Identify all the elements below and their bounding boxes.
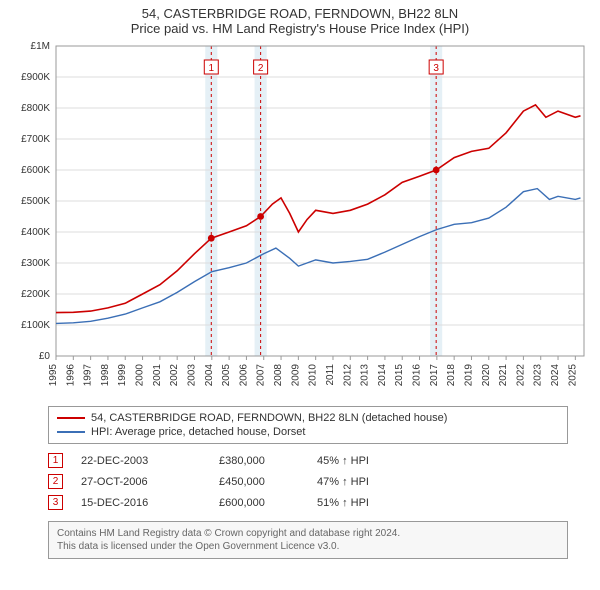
- svg-text:2010: 2010: [308, 364, 319, 387]
- svg-text:2001: 2001: [152, 364, 163, 387]
- svg-text:2023: 2023: [533, 364, 544, 387]
- legend-label: HPI: Average price, detached house, Dors…: [91, 426, 305, 438]
- svg-text:£600K: £600K: [21, 165, 50, 176]
- footer-line2: This data is licensed under the Open Gov…: [57, 540, 559, 553]
- svg-text:2016: 2016: [412, 364, 423, 387]
- svg-text:2024: 2024: [550, 364, 561, 387]
- svg-text:£800K: £800K: [21, 103, 50, 114]
- svg-text:2003: 2003: [186, 364, 197, 387]
- svg-text:£400K: £400K: [21, 227, 50, 238]
- legend-row: 54, CASTERBRIDGE ROAD, FERNDOWN, BH22 8L…: [57, 411, 559, 425]
- svg-text:2: 2: [258, 63, 264, 74]
- event-date: 15-DEC-2016: [81, 497, 201, 509]
- svg-text:2013: 2013: [360, 364, 371, 387]
- svg-text:2006: 2006: [238, 364, 249, 387]
- svg-text:£900K: £900K: [21, 72, 50, 83]
- event-row: 3 15-DEC-2016 £600,000 51% ↑ HPI: [48, 492, 568, 513]
- svg-text:2005: 2005: [221, 364, 232, 387]
- svg-text:2025: 2025: [567, 364, 578, 387]
- svg-text:2011: 2011: [325, 364, 336, 386]
- legend-row: HPI: Average price, detached house, Dors…: [57, 425, 559, 439]
- svg-text:2021: 2021: [498, 364, 509, 387]
- events-table: 1 22-DEC-2003 £380,000 45% ↑ HPI 2 27-OCT-200…: [48, 450, 568, 513]
- event-price: £380,000: [219, 455, 299, 467]
- title-subtitle: Price paid vs. HM Land Registry's House …: [8, 21, 592, 36]
- svg-text:3: 3: [433, 63, 439, 74]
- title-block: 54, CASTERBRIDGE ROAD, FERNDOWN, BH22 8L…: [8, 6, 592, 36]
- svg-text:2012: 2012: [342, 364, 353, 387]
- footer-line1: Contains HM Land Registry data © Crown c…: [57, 527, 559, 540]
- svg-text:£500K: £500K: [21, 196, 50, 207]
- svg-text:2020: 2020: [481, 364, 492, 387]
- event-badge: 2: [48, 474, 63, 489]
- svg-text:2019: 2019: [463, 364, 474, 387]
- svg-text:2018: 2018: [446, 364, 457, 387]
- svg-text:£100K: £100K: [21, 320, 50, 331]
- svg-text:£1M: £1M: [31, 41, 50, 52]
- legend: 54, CASTERBRIDGE ROAD, FERNDOWN, BH22 8L…: [48, 406, 568, 444]
- svg-text:2009: 2009: [290, 364, 301, 387]
- chart-container: 54, CASTERBRIDGE ROAD, FERNDOWN, BH22 8L…: [0, 0, 600, 590]
- event-delta: 45% ↑ HPI: [317, 455, 369, 467]
- svg-text:2007: 2007: [256, 364, 267, 387]
- event-delta: 47% ↑ HPI: [317, 476, 369, 488]
- legend-label: 54, CASTERBRIDGE ROAD, FERNDOWN, BH22 8L…: [91, 412, 447, 424]
- event-price: £600,000: [219, 497, 299, 509]
- svg-text:1995: 1995: [48, 364, 59, 387]
- footer-attribution: Contains HM Land Registry data © Crown c…: [48, 521, 568, 559]
- svg-text:2015: 2015: [394, 364, 405, 387]
- svg-text:1: 1: [209, 63, 215, 74]
- svg-text:£300K: £300K: [21, 258, 50, 269]
- svg-text:2002: 2002: [169, 364, 180, 387]
- title-address: 54, CASTERBRIDGE ROAD, FERNDOWN, BH22 8L…: [8, 6, 592, 21]
- event-delta: 51% ↑ HPI: [317, 497, 369, 509]
- svg-text:2017: 2017: [429, 364, 440, 387]
- event-date: 22-DEC-2003: [81, 455, 201, 467]
- svg-text:1997: 1997: [83, 364, 94, 387]
- svg-text:2000: 2000: [135, 364, 146, 387]
- svg-text:1999: 1999: [117, 364, 128, 387]
- legend-swatch: [57, 417, 85, 419]
- svg-text:2004: 2004: [204, 364, 215, 387]
- event-row: 2 27-OCT-2006 £450,000 47% ↑ HPI: [48, 471, 568, 492]
- svg-text:1998: 1998: [100, 364, 111, 387]
- svg-text:2022: 2022: [515, 364, 526, 387]
- svg-text:2014: 2014: [377, 364, 388, 387]
- svg-text:£700K: £700K: [21, 134, 50, 145]
- svg-text:1996: 1996: [65, 364, 76, 387]
- event-date: 27-OCT-2006: [81, 476, 201, 488]
- svg-text:2008: 2008: [273, 364, 284, 387]
- line-chart: £0 £100K £200K £300K £400K £500K £600K £700K £80…: [8, 40, 592, 400]
- svg-text:£200K: £200K: [21, 289, 50, 300]
- svg-text:£0: £0: [39, 351, 51, 362]
- event-row: 1 22-DEC-2003 £380,000 45% ↑ HPI: [48, 450, 568, 471]
- legend-swatch: [57, 431, 85, 433]
- chart-area: £0 £100K £200K £300K £400K £500K £600K £700K £80…: [8, 40, 592, 400]
- event-badge: 3: [48, 495, 63, 510]
- event-badge: 1: [48, 453, 63, 468]
- event-price: £450,000: [219, 476, 299, 488]
